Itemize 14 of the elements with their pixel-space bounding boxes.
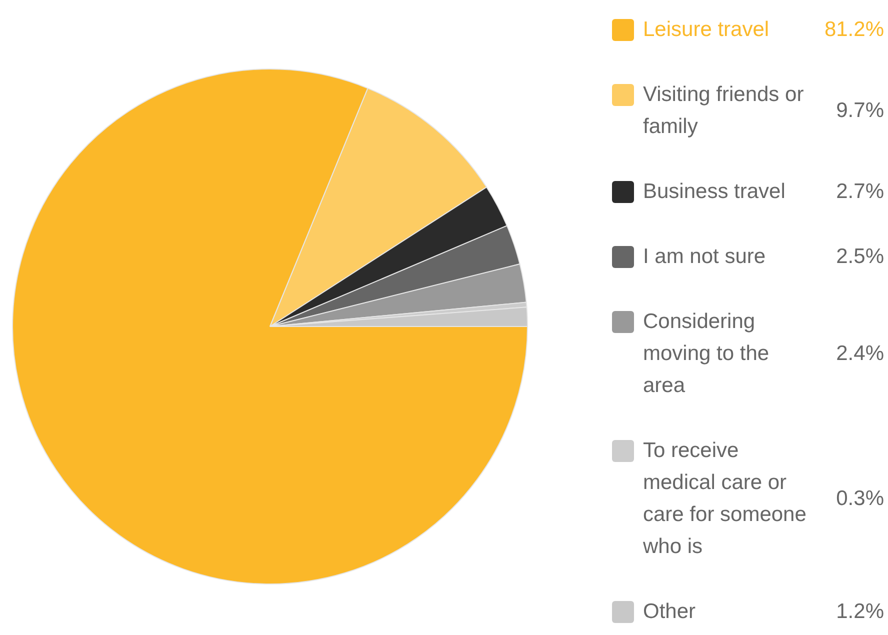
- legend-label: Visiting friends or family: [643, 82, 805, 140]
- legend-label: I am not sure: [643, 244, 767, 270]
- data-label: 2.7%: [836, 179, 884, 205]
- data-label: 2.4%: [836, 341, 884, 367]
- data-label: 9.7%: [836, 98, 884, 124]
- legend-label: Leisure travel: [643, 17, 770, 43]
- legend-label: To receive medical care or care for someone who is: [643, 438, 808, 560]
- legend-label: Considering moving to the area: [643, 309, 770, 399]
- data-label: 1.2%: [836, 599, 884, 625]
- legend-label: Business travel: [643, 179, 786, 205]
- legend-label: Other: [643, 599, 697, 625]
- data-label: 0.3%: [836, 486, 884, 512]
- data-label: 81.2%: [824, 17, 884, 43]
- data-label: 2.5%: [836, 244, 884, 270]
